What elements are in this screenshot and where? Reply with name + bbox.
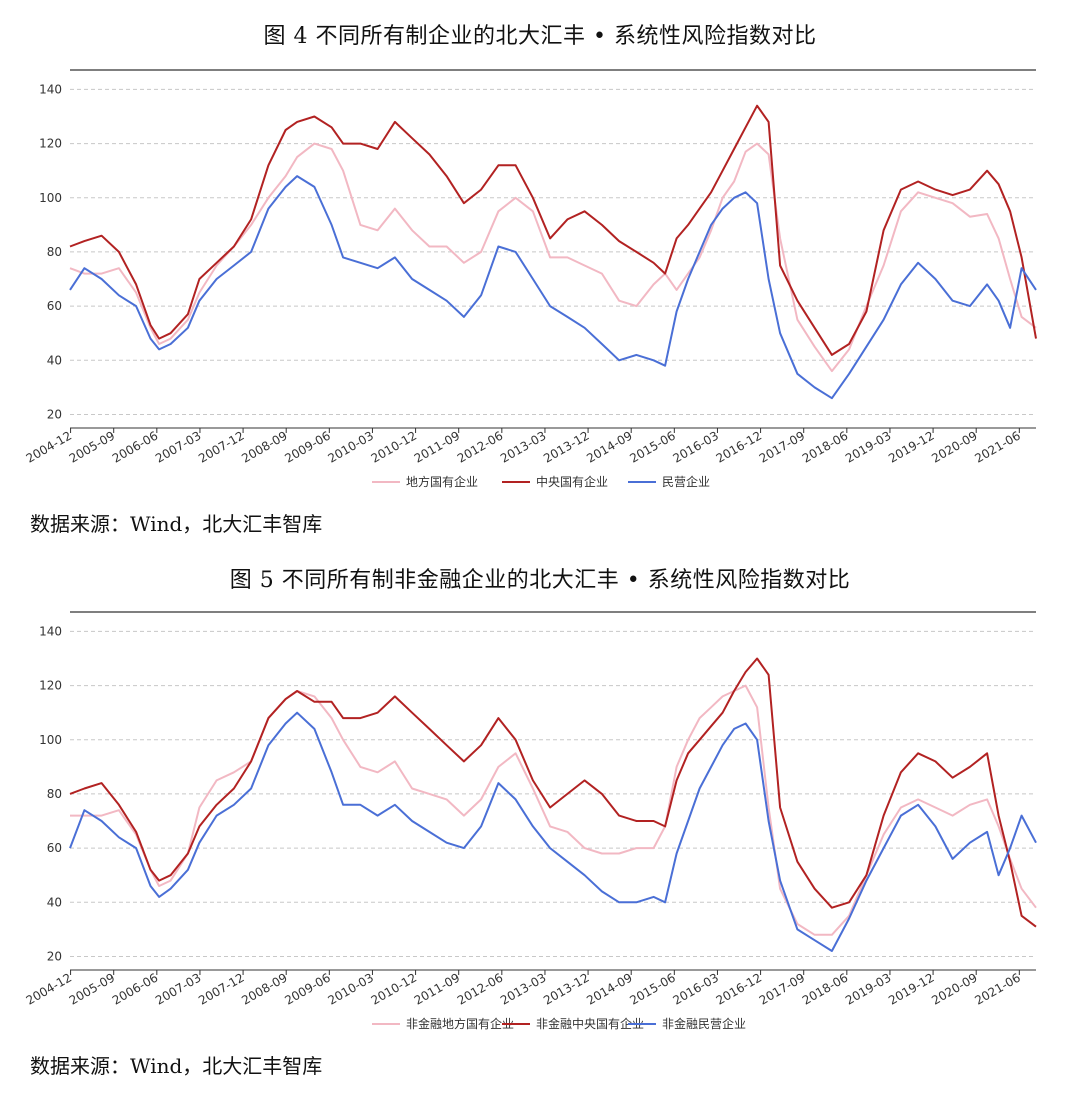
x-tick-label: 2008-09 [239, 970, 289, 1007]
y-tick-label: 120 [39, 679, 62, 693]
x-tick-label: 2016-03 [671, 970, 721, 1007]
x-tick-label: 2006-06 [110, 970, 160, 1007]
y-tick-label: 120 [39, 137, 62, 151]
x-tick-label: 2014-09 [584, 970, 634, 1007]
series-line-0 [69, 142, 1037, 373]
x-tick-label: 2013-12 [541, 970, 591, 1007]
figure-5-chart: 204060801001201402004-122005-092006-0620… [24, 611, 1037, 1031]
x-tick-label: 2009-06 [282, 970, 332, 1007]
series-line-1 [69, 104, 1037, 356]
x-tick-label: 2004-12 [24, 428, 74, 465]
x-tick-label: 2016-12 [714, 970, 764, 1007]
x-tick-label: 2004-12 [24, 970, 74, 1007]
y-tick-label: 20 [47, 949, 62, 963]
x-tick-label: 2020-09 [929, 970, 979, 1007]
x-tick-label: 2012-06 [455, 970, 505, 1007]
series-line-1 [69, 657, 1037, 928]
y-tick-label: 80 [47, 787, 62, 801]
y-tick-label: 100 [39, 191, 62, 205]
x-tick-label: 2011-09 [412, 970, 462, 1007]
x-tick-label: 2008-09 [239, 428, 289, 465]
x-tick-label: 2016-03 [671, 428, 721, 465]
x-tick-label: 2010-03 [326, 970, 376, 1007]
legend-label: 非金融民营企业 [662, 1016, 746, 1031]
x-tick-label: 2007-03 [153, 428, 203, 465]
series-line-2 [69, 175, 1037, 400]
series-line-0 [70, 684, 1037, 936]
x-tick-label: 2016-12 [714, 428, 764, 465]
figure-4-source: 数据来源：Wind，北大汇丰智库 [30, 512, 323, 536]
x-tick-label: 2013-12 [541, 428, 591, 465]
y-tick-label: 20 [47, 407, 62, 421]
x-tick-label: 2015-06 [627, 428, 677, 465]
x-tick-label: 2009-06 [282, 428, 332, 465]
y-tick-label: 100 [39, 733, 62, 747]
legend-label: 地方国有企业 [406, 474, 478, 489]
x-tick-label: 2013-03 [498, 428, 548, 465]
x-tick-label: 2021-06 [972, 970, 1022, 1007]
x-tick-label: 2007-12 [196, 428, 246, 465]
legend-label: 非金融地方国有企业 [406, 1016, 514, 1031]
y-tick-label: 60 [47, 841, 62, 855]
x-tick-label: 2021-06 [972, 428, 1022, 465]
legend-label: 民营企业 [662, 474, 710, 489]
x-tick-label: 2020-09 [929, 428, 979, 465]
legend-label: 非金融中央国有企业 [536, 1016, 644, 1031]
x-tick-label: 2005-09 [67, 970, 117, 1007]
figure-4-title: 图 4 不同所有制企业的北大汇丰 • 系统性风险指数对比 [263, 24, 817, 49]
x-tick-label: 2019-03 [843, 970, 893, 1007]
x-tick-label: 2012-06 [455, 428, 505, 465]
x-tick-label: 2011-09 [412, 428, 462, 465]
x-tick-label: 2019-12 [886, 428, 936, 465]
y-tick-label: 40 [47, 895, 62, 909]
figure-5-source: 数据来源：Wind，北大汇丰智库 [30, 1054, 323, 1078]
x-tick-label: 2010-12 [369, 970, 419, 1007]
x-tick-label: 2017-09 [757, 970, 807, 1007]
y-tick-label: 40 [47, 353, 62, 367]
x-tick-label: 2005-09 [67, 428, 117, 465]
x-tick-label: 2006-06 [110, 428, 160, 465]
y-tick-label: 60 [47, 299, 62, 313]
x-tick-label: 2015-06 [627, 970, 677, 1007]
x-tick-label: 2010-03 [326, 428, 376, 465]
x-tick-label: 2010-12 [369, 428, 419, 465]
x-tick-label: 2007-03 [153, 970, 203, 1007]
figure-4-chart: 204060801001201402004-122005-092006-0620… [24, 69, 1037, 489]
x-tick-label: 2014-09 [584, 428, 634, 465]
legend-label: 中央国有企业 [536, 474, 608, 489]
x-tick-label: 2017-09 [757, 428, 807, 465]
x-tick-label: 2019-12 [886, 970, 936, 1007]
x-tick-label: 2013-03 [498, 970, 548, 1007]
x-tick-label: 2018-06 [800, 428, 850, 465]
series-line-2 [69, 711, 1037, 952]
x-tick-label: 2018-06 [800, 970, 850, 1007]
x-tick-label: 2019-03 [843, 428, 893, 465]
y-tick-label: 80 [47, 245, 62, 259]
x-tick-label: 2007-12 [196, 970, 246, 1007]
figure-5-title: 图 5 不同所有制非金融企业的北大汇丰 • 系统性风险指数对比 [229, 568, 851, 593]
y-tick-label: 140 [39, 624, 62, 638]
y-tick-label: 140 [39, 82, 62, 96]
